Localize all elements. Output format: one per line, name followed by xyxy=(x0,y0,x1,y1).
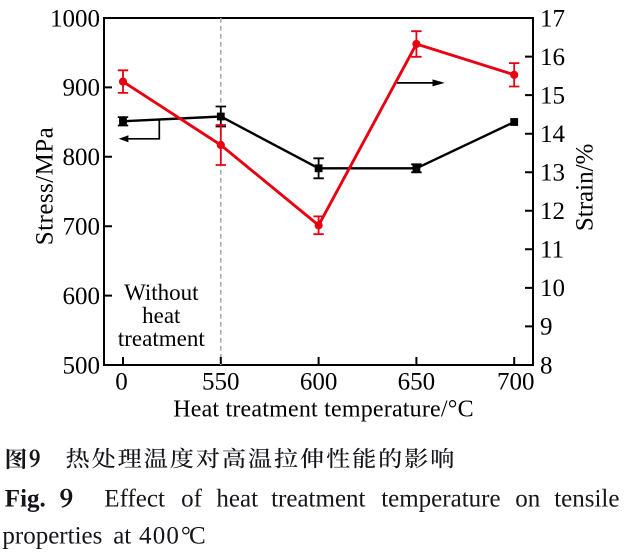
svg-text:C: C xyxy=(189,522,206,549)
svg-text:700: 700 xyxy=(63,214,101,241)
svg-text:900: 900 xyxy=(63,75,101,102)
svg-text:temperature: temperature xyxy=(381,486,500,513)
svg-text:0: 0 xyxy=(115,369,128,396)
svg-text:500: 500 xyxy=(63,352,101,379)
svg-text:16: 16 xyxy=(540,44,565,71)
svg-text:Stress/MPa: Stress/MPa xyxy=(32,127,59,245)
svg-text:15: 15 xyxy=(540,82,565,109)
svg-text:9: 9 xyxy=(540,314,553,341)
svg-text:800: 800 xyxy=(63,144,101,171)
svg-text:17: 17 xyxy=(540,5,565,32)
svg-text:700: 700 xyxy=(497,369,535,396)
svg-text:Heat treatment temperature/°C: Heat treatment temperature/°C xyxy=(173,397,474,423)
svg-text:14: 14 xyxy=(540,121,566,148)
svg-text:12: 12 xyxy=(540,198,565,225)
svg-text:at: at xyxy=(113,522,131,549)
svg-text:of: of xyxy=(181,486,203,513)
svg-text:11: 11 xyxy=(540,237,564,264)
svg-text:on: on xyxy=(515,486,541,513)
svg-text:600: 600 xyxy=(300,369,338,396)
svg-text:13: 13 xyxy=(540,160,565,187)
svg-text:tensile: tensile xyxy=(554,486,619,513)
svg-text:°: ° xyxy=(181,522,191,549)
svg-text:550: 550 xyxy=(202,369,240,396)
svg-text:Without: Without xyxy=(124,280,199,305)
svg-text:properties: properties xyxy=(2,522,102,549)
svg-text:treatment: treatment xyxy=(118,326,205,351)
svg-text:Effect: Effect xyxy=(104,486,165,513)
svg-text:treatment: treatment xyxy=(271,486,365,513)
svg-text:Fig.: Fig. xyxy=(5,486,46,513)
svg-text:400: 400 xyxy=(139,522,180,549)
svg-text:heat: heat xyxy=(142,303,181,328)
svg-text:8: 8 xyxy=(540,352,553,379)
svg-text:heat: heat xyxy=(216,486,258,513)
svg-text:Strain/%: Strain/% xyxy=(572,144,599,232)
svg-text:600: 600 xyxy=(63,283,101,310)
svg-text:650: 650 xyxy=(398,369,436,396)
svg-text:1000: 1000 xyxy=(50,5,100,32)
svg-text:10: 10 xyxy=(540,275,565,302)
